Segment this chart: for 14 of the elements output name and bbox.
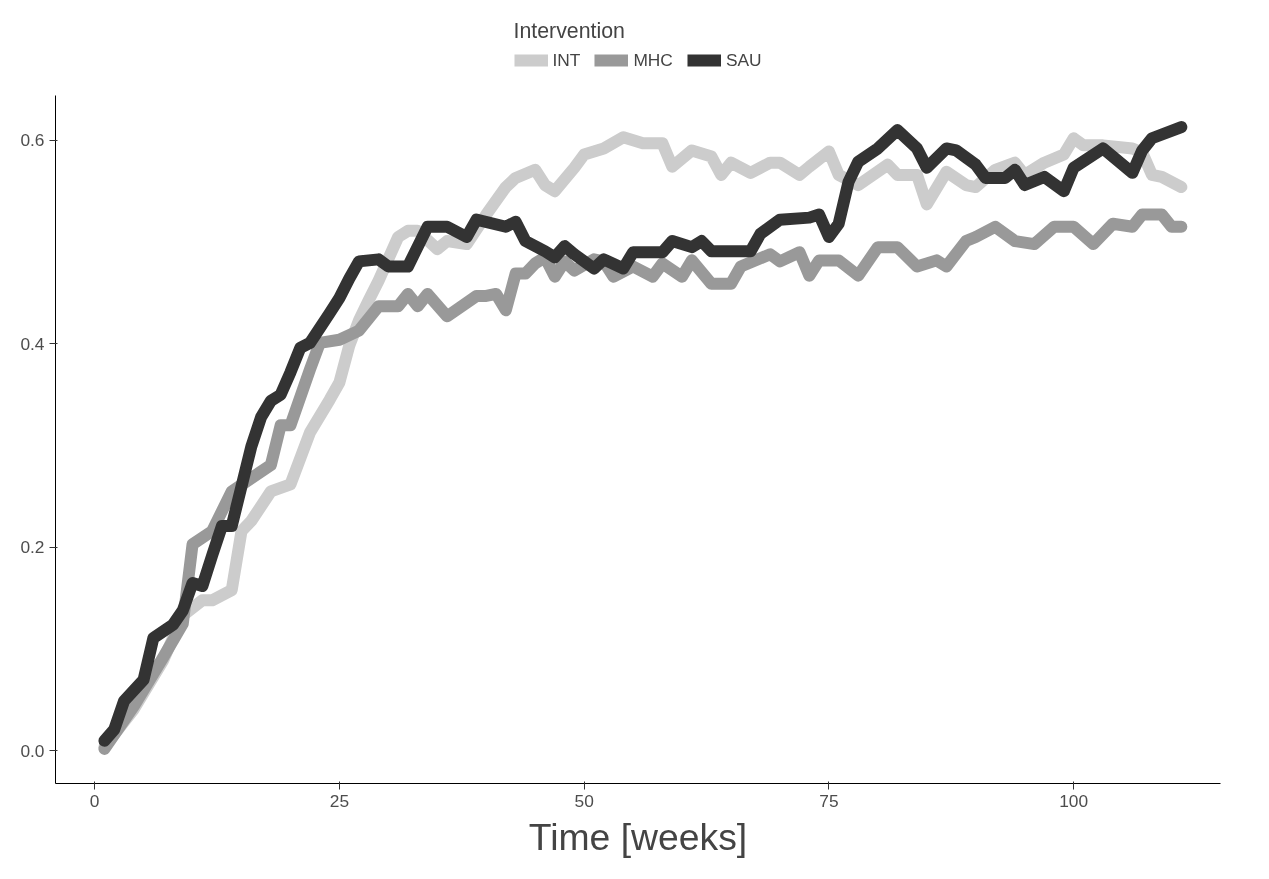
x-axis-title: Time [weeks] — [528, 815, 748, 858]
x-tick-label: 25 — [329, 790, 350, 811]
legend-label: SAU — [725, 49, 762, 71]
x-tick-label: 75 — [819, 790, 839, 811]
y-tick-label: 0.6 — [20, 130, 45, 151]
y-tick-label: 0.2 — [20, 537, 45, 558]
x-tick-label: 0 — [89, 790, 100, 811]
legend-title: Intervention — [513, 19, 626, 44]
x-tick-label: 50 — [574, 790, 594, 811]
legend-label: MHC — [633, 49, 673, 71]
legend-label: INT — [552, 49, 581, 71]
x-tick-label: 100 — [1059, 790, 1089, 811]
y-tick-label: 0.0 — [20, 740, 45, 761]
y-tick-label: 0.4 — [20, 333, 45, 354]
